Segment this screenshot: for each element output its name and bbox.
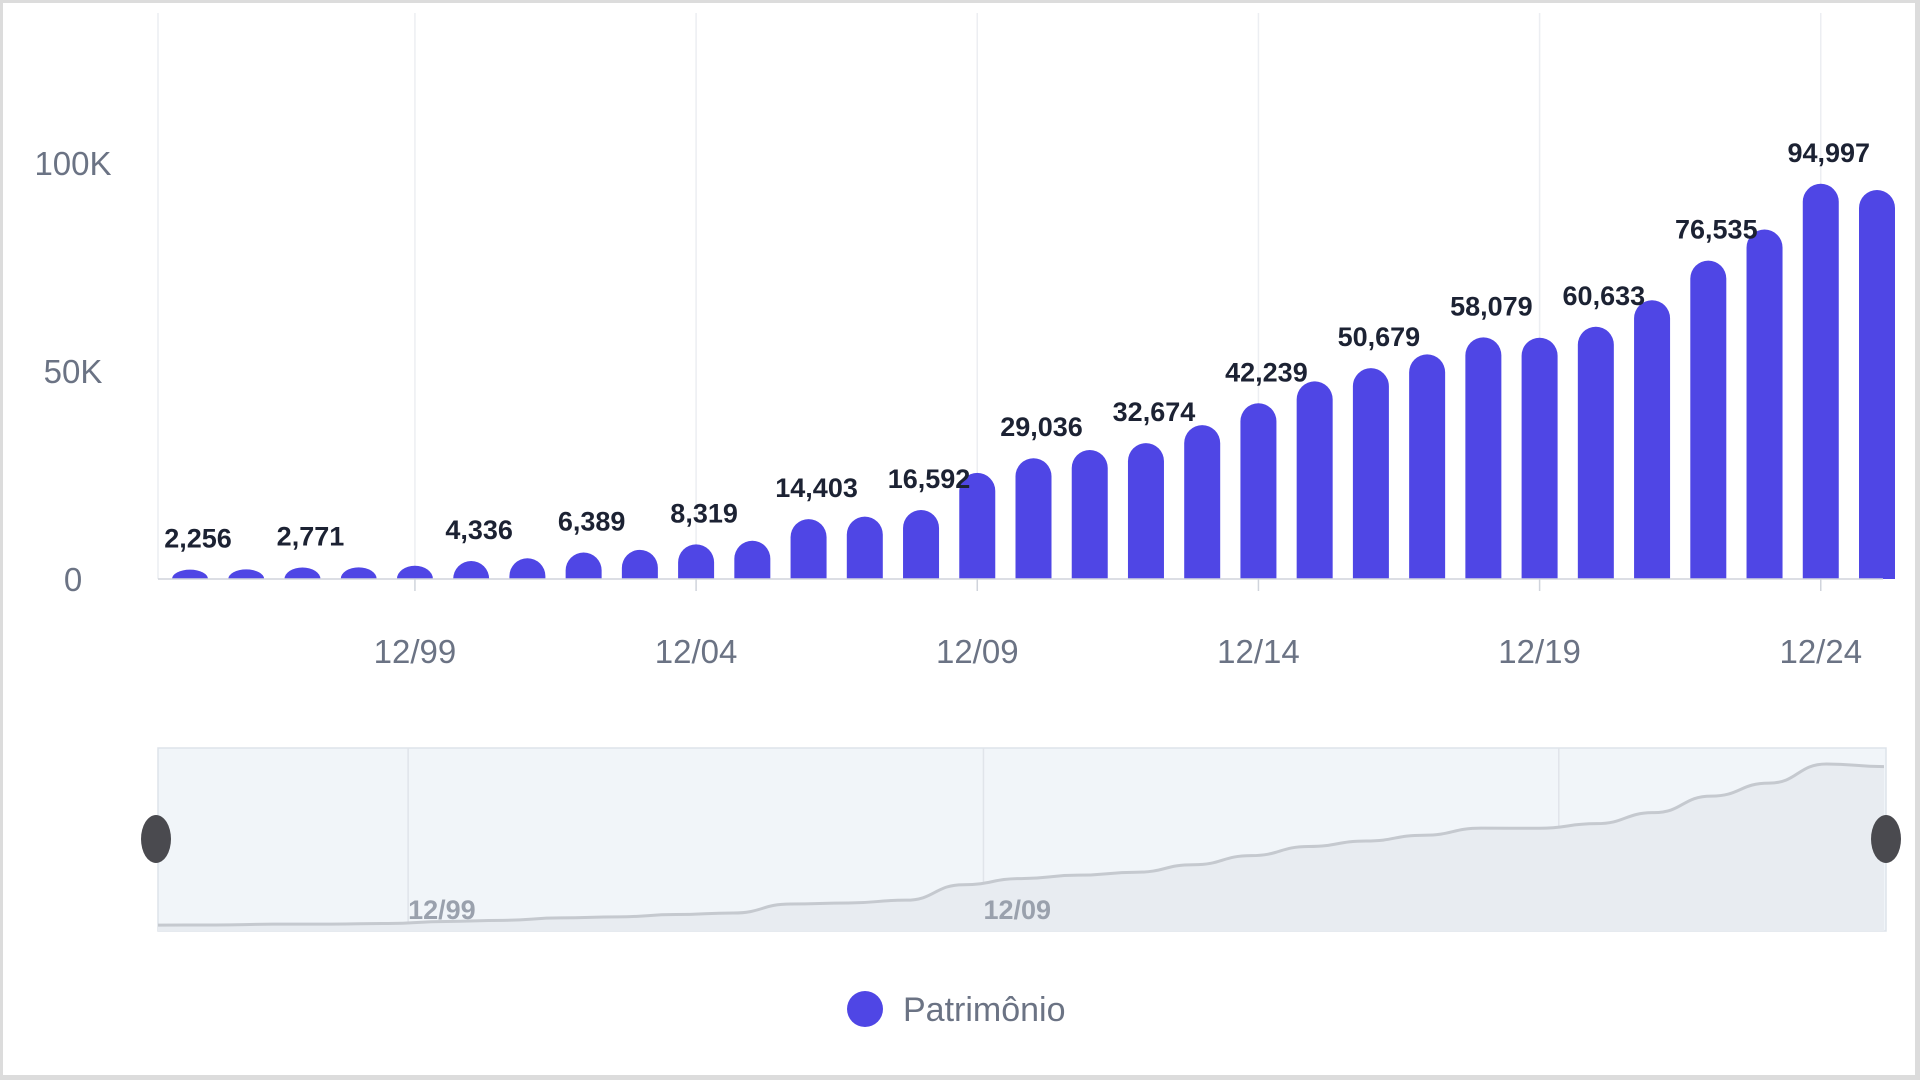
chart-frame: 0 50K 100K 12/99 12/04 12/09 12/14 12/19 12/24 … bbox=[3, 3, 1915, 1075]
data-label: 42,239 bbox=[1225, 357, 1308, 387]
bar-12-00[interactable] bbox=[453, 560, 490, 579]
navigator-series-line bbox=[157, 762, 1885, 927]
bar-12-20[interactable] bbox=[1577, 326, 1614, 579]
bar-12-06[interactable] bbox=[790, 519, 827, 579]
bar-12-18[interactable] bbox=[1465, 337, 1502, 579]
y-axis-ticks: 0 50K 100K bbox=[34, 145, 111, 598]
navigator-ticks: 12/99 12/09 bbox=[408, 895, 1051, 925]
x-tick-label: 12/09 bbox=[936, 633, 1019, 670]
bar-12-21[interactable] bbox=[1634, 300, 1671, 579]
bar-12-04[interactable] bbox=[678, 544, 715, 579]
bar-12-95[interactable] bbox=[172, 569, 208, 579]
bar-12-11[interactable] bbox=[1071, 450, 1108, 579]
x-tick-label: 12/24 bbox=[1779, 633, 1862, 670]
legend[interactable]: Patrimônio bbox=[847, 991, 1066, 1029]
data-label: 6,389 bbox=[558, 506, 626, 536]
bar-12-16[interactable] bbox=[1352, 368, 1389, 579]
data-label: 14,403 bbox=[775, 473, 858, 503]
x-tick-label: 12/19 bbox=[1498, 633, 1581, 670]
data-label: 4,336 bbox=[445, 515, 513, 545]
data-label: 16,592 bbox=[888, 464, 971, 494]
bar-12-01[interactable] bbox=[509, 558, 546, 579]
bar-12-02[interactable] bbox=[565, 552, 602, 579]
bar-12-98[interactable] bbox=[340, 567, 377, 579]
data-label: 8,319 bbox=[670, 498, 738, 528]
y-tick-label: 50K bbox=[44, 353, 103, 390]
navigator-tick-label: 12/99 bbox=[408, 895, 476, 925]
data-label: 2,771 bbox=[277, 521, 345, 551]
data-label: 94,997 bbox=[1787, 138, 1870, 168]
bar-12-12[interactable] bbox=[1127, 443, 1164, 579]
bar-series-patrimonio[interactable] bbox=[172, 183, 1895, 580]
bar-12-19[interactable] bbox=[1521, 337, 1558, 579]
bar-12-15[interactable] bbox=[1296, 381, 1333, 579]
bar-12-17[interactable] bbox=[1409, 354, 1446, 579]
data-label: 2,256 bbox=[164, 524, 232, 554]
navigator-right-handle[interactable] bbox=[1871, 815, 1901, 863]
data-labels: 2,256 2,771 4,336 6,389 8,319 14,403 16,592 29,… bbox=[164, 138, 1870, 554]
bar-12-09[interactable] bbox=[959, 472, 996, 579]
data-label: 32,674 bbox=[1113, 397, 1196, 427]
data-label: 60,633 bbox=[1563, 281, 1646, 311]
bar-12-07[interactable] bbox=[846, 516, 883, 579]
x-axis-ticks: 12/99 12/04 12/09 12/14 12/19 12/24 bbox=[374, 579, 1862, 670]
y-tick-label: 100K bbox=[34, 145, 111, 182]
x-tick-label: 12/14 bbox=[1217, 633, 1300, 670]
navigator-area bbox=[158, 764, 1884, 931]
bar-12-13[interactable] bbox=[1184, 425, 1221, 579]
navigator-tick-label: 12/09 bbox=[983, 895, 1051, 925]
bar-12-10[interactable] bbox=[1015, 458, 1052, 579]
navigator-left-handle[interactable] bbox=[141, 815, 171, 863]
bar-12-22[interactable] bbox=[1690, 260, 1727, 579]
bar-12-99[interactable] bbox=[396, 565, 433, 579]
legend-swatch-patrimonio[interactable] bbox=[847, 991, 883, 1027]
bar-12-03[interactable] bbox=[621, 549, 658, 579]
bar-12-96[interactable] bbox=[228, 569, 265, 579]
bar-12-24[interactable] bbox=[1802, 183, 1839, 579]
bar-12-14[interactable] bbox=[1240, 403, 1277, 579]
data-label: 50,679 bbox=[1338, 322, 1421, 352]
bar-12-05[interactable] bbox=[734, 540, 771, 579]
x-tick-label: 12/04 bbox=[655, 633, 738, 670]
bar-12-23[interactable] bbox=[1746, 229, 1783, 580]
data-label: 29,036 bbox=[1000, 412, 1083, 442]
range-navigator[interactable]: 12/99 12/09 bbox=[141, 747, 1901, 932]
data-label: 76,535 bbox=[1675, 215, 1758, 245]
y-tick-label: 0 bbox=[64, 561, 82, 598]
x-tick-label: 12/99 bbox=[374, 633, 457, 670]
bar-12-97[interactable] bbox=[284, 567, 321, 579]
bar-12-08[interactable] bbox=[903, 509, 940, 579]
bar-12-25[interactable] bbox=[1859, 190, 1895, 580]
data-label: 58,079 bbox=[1450, 291, 1533, 321]
legend-label-patrimonio[interactable]: Patrimônio bbox=[903, 991, 1066, 1029]
